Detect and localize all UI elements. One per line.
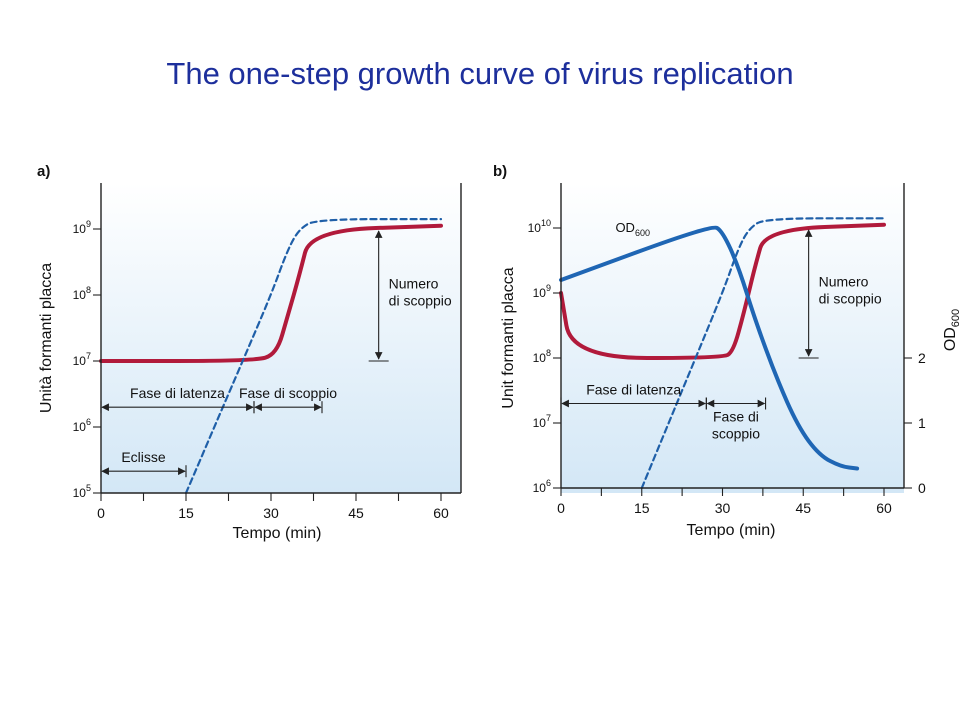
panel-a-y-axis-label: Unità formanti placca: [38, 263, 55, 413]
panel-b-series-od600: [559, 225, 860, 471]
panel-a-y-tick-label: 105: [73, 483, 91, 500]
panel-b-x-tick-label: 30: [715, 500, 731, 516]
panel-b-y-tick-label: 106: [533, 478, 551, 495]
panel-a-y-tick-label: 109: [73, 219, 91, 236]
panel-b-background: [561, 183, 904, 493]
panel-b-x-tick-label: 60: [876, 500, 892, 516]
panel-a-y-tick-label: 108: [73, 285, 91, 302]
panel-b: b) OD600 Fase di latenza Fase di scoppio Nu…: [493, 163, 960, 539]
panel-a-x-tick-label: 45: [348, 505, 364, 521]
panel-b-x-tick-label: 0: [557, 500, 565, 516]
panel-b-scoppio-label: Fase di scoppio: [712, 409, 760, 442]
panel-b-y2-tick-label: 2: [918, 350, 926, 366]
panel-b-y-tick-label: 107: [533, 413, 551, 430]
panel-b-x-axis-label: Tempo (min): [687, 522, 776, 539]
panel-b-x-tick-label: 15: [634, 500, 650, 516]
panel-a-x-tick-label: 0: [97, 505, 105, 521]
panel-a-x-tick-label: 60: [433, 505, 449, 521]
panel-b-y2-tick-label: 0: [918, 480, 926, 496]
panel-b-label: b): [493, 163, 507, 180]
panel-b-y2-tick-label: 1: [918, 415, 926, 431]
panel-b-series-dashed: [640, 217, 886, 490]
panel-b-y-axis-label: Unit formanti placca: [500, 267, 517, 408]
panel-b-y-tick-label: 108: [533, 348, 551, 365]
panel-a-scoppio-label: Fase di scoppio: [239, 385, 337, 401]
panel-b-x-tick-label: 45: [795, 500, 811, 516]
panel-b-burst-size-label: Numero di scoppio: [819, 274, 882, 307]
panel-a-latenza-label: Fase di latenza: [130, 385, 225, 401]
panel-b-od600-series-label: OD600: [615, 220, 650, 238]
panel-b-y-tick-label: 1010: [528, 218, 551, 235]
panel-a: a) Fase di latenza Fase di scoppio Eclisse…: [37, 163, 462, 542]
panel-a-eclisse-label: Eclisse: [121, 449, 166, 465]
panel-a-y-tick-label: 107: [73, 351, 91, 368]
panel-b-y-tick-label: 109: [533, 283, 551, 300]
panel-b-y2-axis-label: OD600: [942, 309, 960, 351]
slide-title: The one-step growth curve of virus repli…: [166, 56, 794, 91]
panel-b-series-pfu: [559, 222, 886, 360]
panel-a-series-dashed: [184, 218, 443, 495]
panel-a-label: a): [37, 163, 50, 180]
panel-a-burst-size-label: Numero di scoppio: [389, 275, 452, 308]
panel-a-x-tick-label: 15: [178, 505, 194, 521]
panel-a-series-pfu: [99, 223, 443, 364]
panel-a-x-tick-label: 30: [263, 505, 279, 521]
panel-a-x-axis-label: Tempo (min): [233, 525, 322, 542]
panel-b-latenza-label: Fase di latenza: [586, 382, 681, 398]
panel-a-y-tick-label: 106: [73, 417, 91, 434]
